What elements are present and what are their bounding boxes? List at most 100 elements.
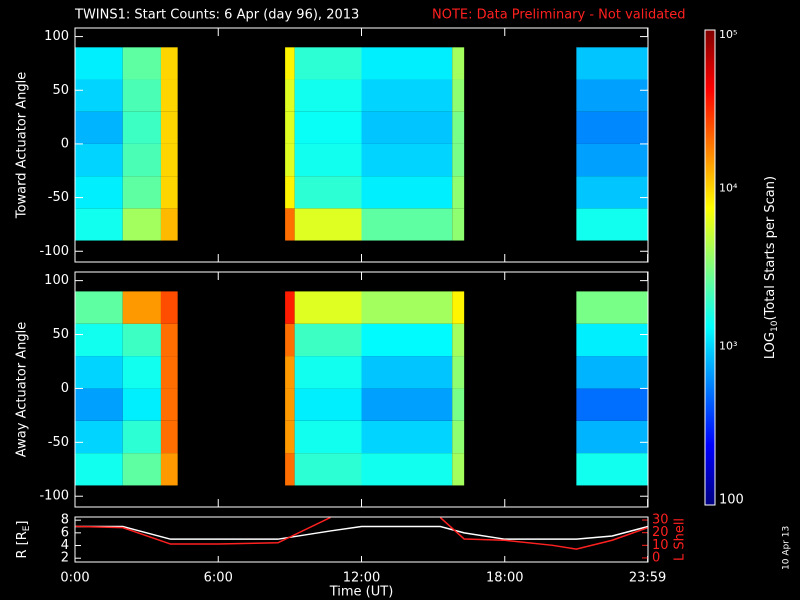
heatmap-cell: [285, 208, 295, 241]
heatmap-cell: [160, 291, 178, 324]
series-line: [75, 517, 648, 550]
heatmap-cell: [576, 79, 648, 112]
heatmap-cell: [75, 47, 123, 80]
heatmap-cell: [285, 143, 295, 177]
heatmap-cell: [576, 388, 648, 421]
colorbar-tick-label: 100: [719, 493, 744, 508]
heatmap-cell: [576, 323, 648, 357]
y2-axis-label: L Shell: [673, 518, 688, 561]
heatmap-cell: [294, 208, 362, 241]
x-tick-label: 6:00: [204, 571, 233, 586]
heatmap-cell: [285, 453, 295, 486]
heatmap-cell: [160, 111, 178, 144]
heatmap-cell: [75, 420, 123, 454]
heatmap-cell: [122, 356, 161, 389]
y-tick-label: -100: [39, 244, 69, 259]
y-tick-label: 100: [44, 273, 69, 288]
heatmap-cell: [75, 356, 123, 389]
heatmap-cell: [160, 47, 178, 80]
heatmap-cell: [294, 453, 362, 486]
y-tick-label: 8: [61, 513, 69, 528]
y-tick-label: 50: [52, 83, 69, 98]
heatmap-cell: [294, 388, 362, 421]
x-axis-label: Time (UT): [329, 585, 394, 600]
heatmap-cell: [122, 47, 161, 80]
heatmap-cell: [75, 388, 123, 421]
x-tick-label: 18:00: [486, 571, 523, 586]
heatmap-cell: [122, 143, 161, 177]
heatmap-cell: [122, 323, 161, 357]
heatmap-cell: [452, 111, 465, 144]
heatmap-cell: [75, 323, 123, 357]
axis-label: LOG10(Total Starts per Scan): [763, 176, 780, 359]
heatmap-cell: [576, 420, 648, 454]
label-part: LOG: [763, 332, 778, 359]
heatmap-cell: [160, 208, 178, 241]
heatmap-cell: [361, 420, 453, 454]
heatmap-cell: [294, 79, 362, 112]
heatmap-cell: [361, 176, 453, 209]
heatmap-cell: [160, 388, 178, 421]
heatmap-cell: [452, 47, 465, 80]
y-axis-label: Toward Actuator Angle: [15, 72, 30, 219]
heatmap-cell: [122, 388, 161, 421]
heatmap-cell: [361, 388, 453, 421]
heatmap-cell: [576, 356, 648, 389]
heatmap-cell: [122, 79, 161, 112]
y-tick-label: 6: [61, 525, 69, 540]
y2-tick-label: 20: [652, 525, 669, 540]
heatmap-cell: [452, 388, 465, 421]
heatmap-cell: [361, 79, 453, 112]
heatmap-cell: [452, 79, 465, 112]
heatmap-cell: [361, 323, 453, 357]
heatmap-cell: [576, 111, 648, 144]
y-tick-label: -50: [48, 435, 69, 450]
heatmap-cell: [361, 111, 453, 144]
x-tick-label: 12:00: [343, 571, 380, 586]
y-tick-label: 50: [52, 327, 69, 342]
heatmap-cell: [160, 323, 178, 357]
x-tick-label: 23:59: [629, 571, 666, 586]
heatmap-cell: [294, 323, 362, 357]
series-line: [75, 525, 648, 540]
heatmap-cell: [452, 176, 465, 209]
y-tick-label: 4: [61, 538, 69, 553]
heatmap-cell: [452, 323, 465, 357]
heatmap-cell: [122, 291, 161, 324]
heatmap-cell: [294, 143, 362, 177]
heatmap-cell: [294, 111, 362, 144]
label-part: ]: [15, 520, 30, 525]
heatmap-cell: [285, 323, 295, 357]
heatmap-cell: [294, 420, 362, 454]
heatmap-cell: [285, 420, 295, 454]
heatmap-cell: [285, 291, 295, 324]
label-part: 10: [770, 320, 780, 332]
y-tick-label: 2: [61, 551, 69, 566]
heatmap-cell: [285, 356, 295, 389]
heatmap-cell: [294, 356, 362, 389]
heatmap-cell: [75, 453, 123, 486]
heatmap-cell: [576, 47, 648, 80]
y-tick-label: 0: [61, 136, 69, 151]
heatmap-cell: [285, 47, 295, 80]
heatmap-cell: [75, 79, 123, 112]
heatmap-cell: [75, 143, 123, 177]
heatmap-cell: [452, 420, 465, 454]
y2-tick-label: 30: [652, 513, 669, 528]
colorbar-tick-label: 10³: [719, 340, 737, 353]
panel-frame: [74, 516, 649, 563]
heatmap-cell: [361, 291, 453, 324]
heatmap-cell: [75, 111, 123, 144]
y-tick-label: -50: [48, 190, 69, 205]
heatmap-cell: [285, 79, 295, 112]
heatmap-cell: [294, 176, 362, 209]
heatmap-cell: [160, 420, 178, 454]
heatmap-cell: [576, 176, 648, 209]
heatmap-cell: [361, 356, 453, 389]
label-part: E: [22, 525, 32, 531]
panel-frame: [74, 27, 649, 263]
heatmap-cell: [75, 291, 123, 324]
y2-tick-label: 10: [652, 538, 669, 553]
